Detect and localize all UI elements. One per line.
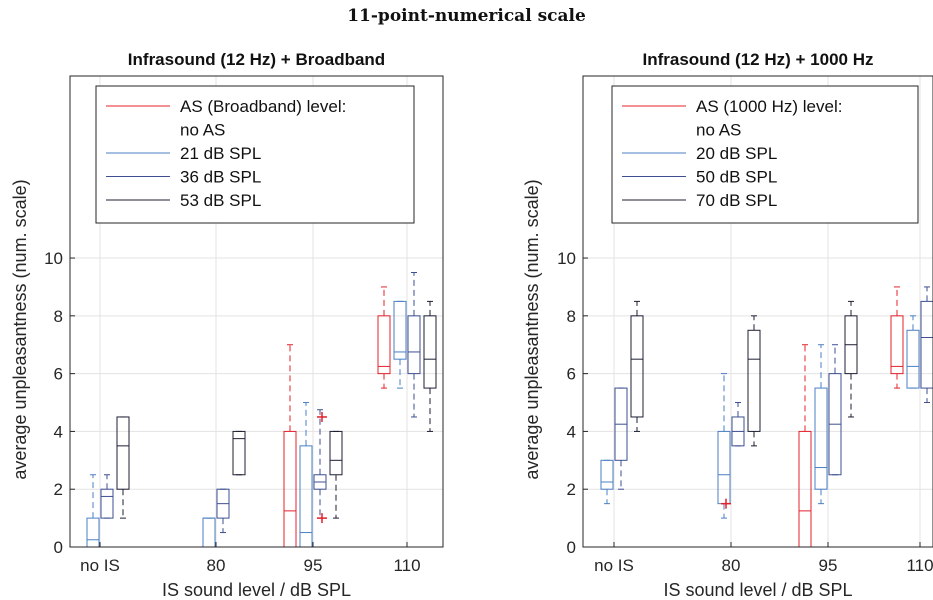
y-tick-label: 8 (54, 307, 63, 326)
x-tick-label: 95 (304, 556, 323, 575)
box-iqr (100, 488, 114, 519)
box-36-db-spl-2 (313, 409, 327, 524)
chart-title: Infrasound (12 Hz) + 1000 Hz (643, 50, 874, 69)
x-tick-label: 95 (819, 556, 838, 575)
box-iqr (890, 315, 904, 375)
y-tick-label: 6 (567, 365, 576, 384)
left-chart-panel: 0 2 4 6 8 10 no IS 80 95 110 Infrasound (12 Hz) + … (10, 50, 444, 600)
box-iqr (329, 430, 343, 476)
legend-entry: 20 dB SPL (696, 144, 777, 163)
box-70-db-spl-0 (630, 300, 644, 432)
box-20-db-spl-3 (906, 315, 920, 389)
legend: AS (1000 Hz) level: no AS 20 dB SPL 50 dB S… (611, 85, 919, 224)
x-tick-label: 80 (722, 556, 741, 575)
legend-entry: 50 dB SPL (696, 168, 777, 187)
legend-entry: no AS (696, 121, 741, 140)
y-tick-label: 6 (54, 365, 63, 384)
legend: AS (Broadband) level: no AS 21 dB SPL 36 dB… (95, 85, 415, 224)
box-no-as-3 (890, 286, 904, 389)
box-iqr (600, 459, 614, 490)
x-axis-label: IS sound level / dB SPL (162, 580, 351, 600)
box-20-db-spl-0 (600, 459, 614, 505)
box-50-db-spl-0 (614, 387, 628, 490)
box-36-db-spl-0 (100, 474, 114, 519)
chart-title: Infrasound (12 Hz) + Broadband (128, 50, 385, 69)
box-20-db-spl-1 (717, 373, 731, 519)
x-tick-label: 110 (906, 556, 933, 575)
y-axis-label: average unpleasantness (num. scale) (10, 179, 30, 479)
box-iqr (116, 416, 130, 490)
axes-frame (69, 75, 444, 548)
box-iqr (393, 300, 407, 360)
x-axis-label: IS sound level / dB SPL (663, 580, 852, 600)
y-tick-label: 0 (567, 538, 576, 557)
box-iqr (814, 387, 828, 490)
y-tick-label: 0 (54, 538, 63, 557)
y-tick-label: 10 (557, 249, 576, 268)
legend-header: AS (Broadband) level: (180, 97, 346, 116)
y-tick-label: 4 (54, 422, 63, 441)
box-70-db-spl-1 (747, 315, 761, 447)
right-chart-panel: 0 2 4 6 8 10 no IS 80 95 110 Infrasound (12 Hz) + … (522, 50, 933, 600)
legend-entry: no AS (180, 121, 225, 140)
box-50-db-spl-1 (731, 402, 745, 447)
legend-entry: 21 dB SPL (180, 144, 261, 163)
outlier-marker (721, 498, 731, 509)
box-70-db-spl-2 (844, 300, 858, 418)
outlier-marker (317, 411, 327, 422)
legend-header: AS (1000 Hz) level: (696, 97, 842, 116)
box-53-db-spl-0 (116, 416, 130, 519)
box-36-db-spl-1 (216, 488, 230, 534)
box-50-db-spl-3 (920, 286, 933, 404)
box-iqr (630, 315, 644, 418)
box-iqr (906, 329, 920, 389)
x-tick-label: 80 (207, 556, 226, 575)
box-iqr (920, 300, 933, 389)
box-36-db-spl-3 (407, 271, 421, 418)
box-53-db-spl-2 (329, 430, 343, 519)
y-tick-label: 2 (567, 480, 576, 499)
box-53-db-spl-1 (232, 430, 246, 476)
y-tick-label: 8 (567, 307, 576, 326)
box-50-db-spl-2 (828, 344, 842, 476)
legend-entry: 53 dB SPL (180, 191, 261, 210)
y-axis-label: average unpleasantness (num. scale) (522, 179, 542, 479)
box-iqr (232, 430, 246, 476)
box-iqr (407, 315, 421, 375)
x-tick-label: no IS (594, 556, 634, 575)
box-21-db-spl-3 (393, 300, 407, 389)
figure-supertitle: 11-point-numerical scale (347, 6, 586, 26)
y-tick-label: 4 (567, 422, 576, 441)
x-tick-label: 110 (393, 556, 420, 575)
box-iqr (377, 315, 391, 375)
axes-frame (582, 75, 933, 548)
box-iqr (747, 329, 761, 432)
box-iqr (423, 315, 437, 389)
box-20-db-spl-2 (814, 344, 828, 505)
y-tick-label: 2 (54, 480, 63, 499)
box-53-db-spl-3 (423, 300, 437, 432)
box-no-as-3 (377, 286, 391, 389)
legend-entry: 70 dB SPL (696, 191, 777, 210)
legend-entry: 36 dB SPL (180, 168, 261, 187)
y-tick-label: 10 (44, 249, 63, 268)
x-tick-label: no IS (80, 556, 120, 575)
outlier-marker (317, 513, 327, 524)
